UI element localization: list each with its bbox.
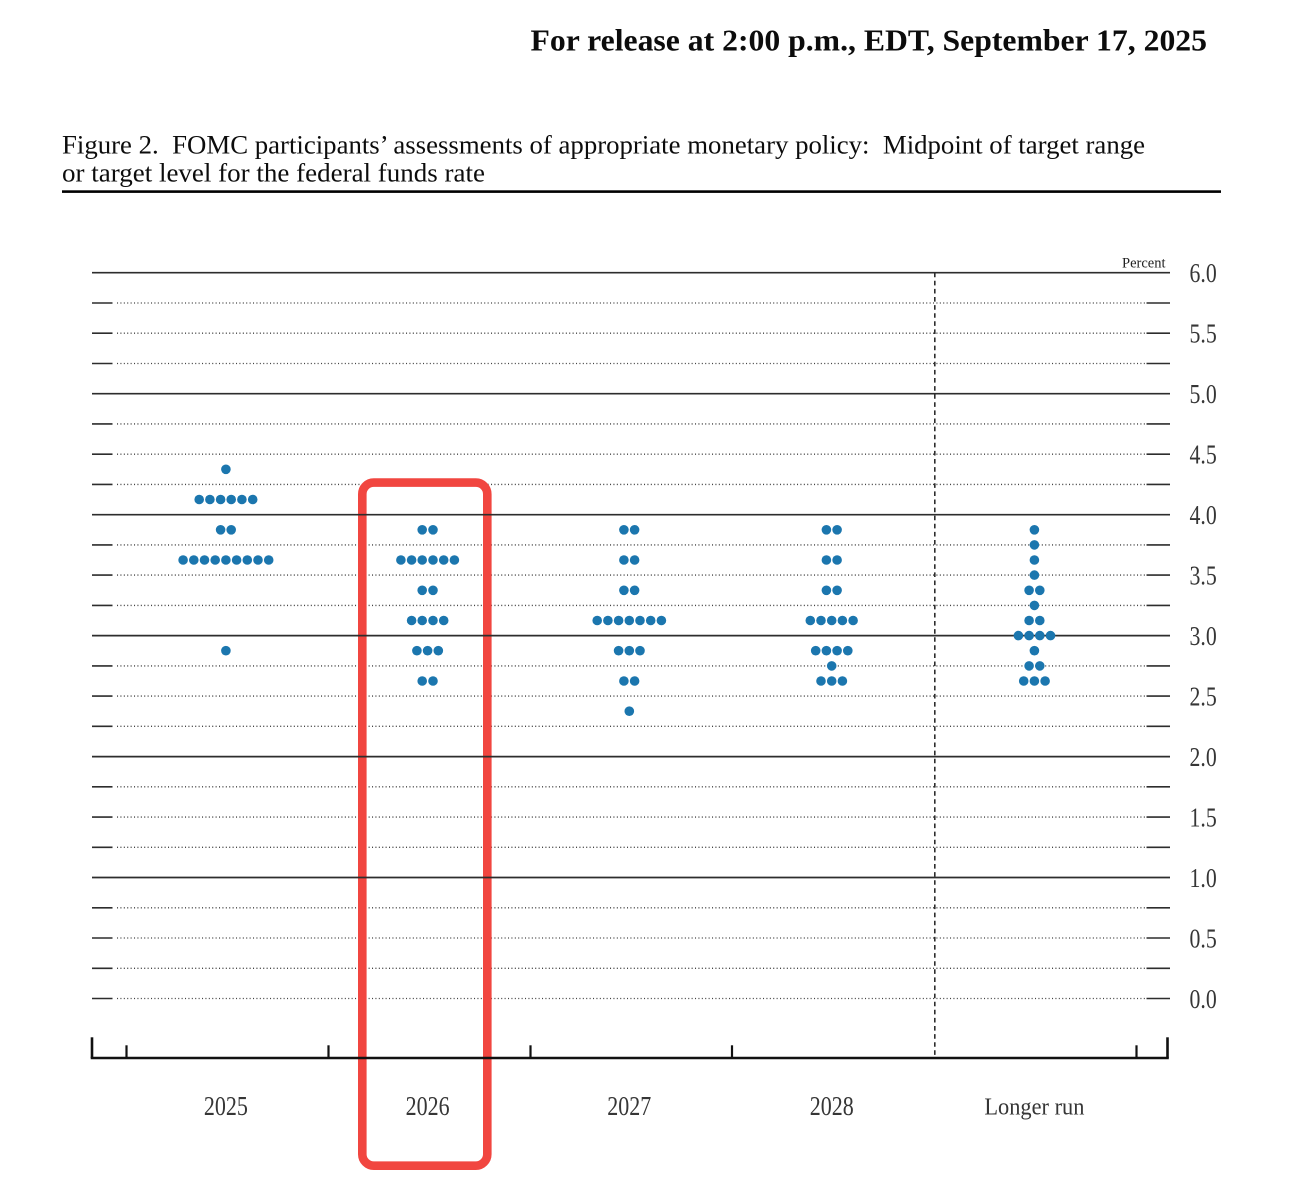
svg-text:For release at 2:00 p.m., EDT,: For release at 2:00 p.m., EDT, September… <box>531 24 1208 58</box>
svg-text:3.0: 3.0 <box>1190 621 1217 651</box>
svg-text:4.5: 4.5 <box>1190 440 1217 470</box>
svg-text:5.5: 5.5 <box>1190 319 1217 349</box>
svg-text:1.5: 1.5 <box>1190 802 1217 832</box>
svg-text:or target level for the federa: or target level for the federal funds ra… <box>62 158 485 188</box>
svg-text:0.0: 0.0 <box>1190 984 1217 1014</box>
svg-text:2026: 2026 <box>406 1090 450 1121</box>
svg-text:3.5: 3.5 <box>1190 560 1217 590</box>
svg-text:2028: 2028 <box>810 1090 854 1121</box>
svg-text:6.0: 6.0 <box>1190 258 1217 288</box>
svg-text:2025: 2025 <box>204 1090 248 1121</box>
svg-text:2027: 2027 <box>607 1090 651 1121</box>
svg-text:Percent: Percent <box>1122 256 1165 272</box>
svg-text:1.0: 1.0 <box>1190 863 1217 893</box>
svg-text:2.5: 2.5 <box>1190 681 1217 711</box>
svg-text:0.5: 0.5 <box>1190 923 1217 953</box>
svg-text:5.0: 5.0 <box>1190 379 1217 409</box>
svg-text:2.0: 2.0 <box>1190 742 1217 772</box>
svg-text:4.0: 4.0 <box>1190 500 1217 530</box>
svg-text:Figure 2. FOMC participants’: Figure 2. FOMC participants’ assessments… <box>62 130 1145 160</box>
svg-text:Longer run: Longer run <box>984 1095 1084 1121</box>
